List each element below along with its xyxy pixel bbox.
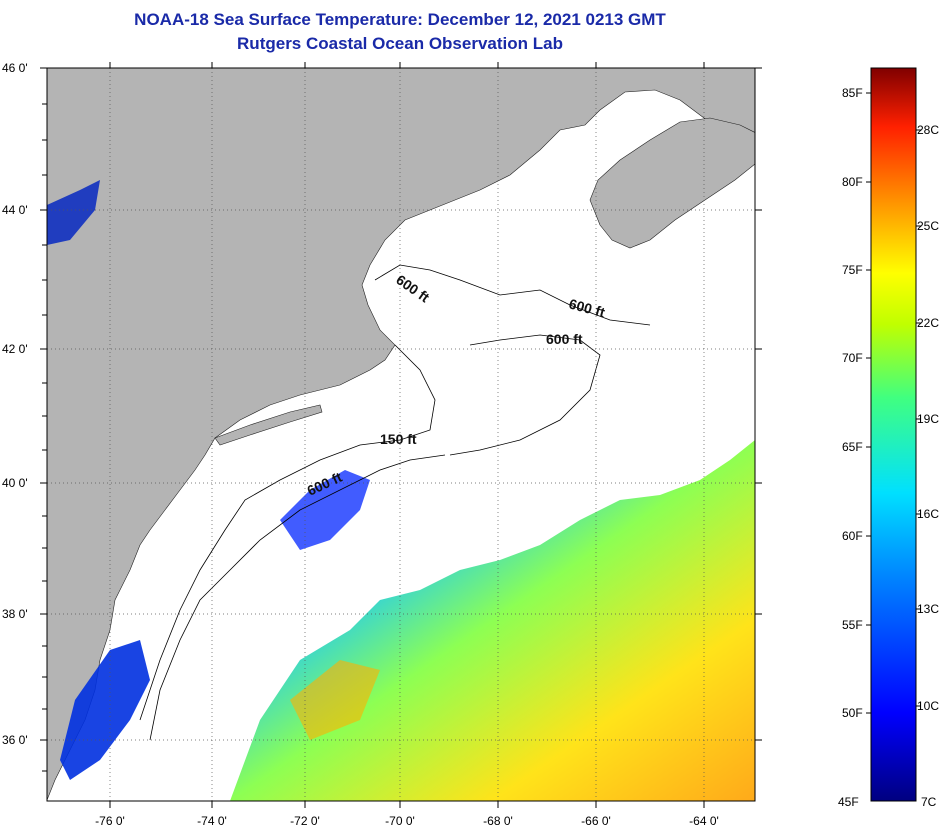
colorbar-label-13c: 13C [917, 602, 939, 616]
lon-tick-marks [109, 62, 705, 808]
colorbar-ticks [866, 92, 921, 714]
sst-data-patch-1 [280, 470, 370, 550]
colorbar-label-80f: 80F [842, 175, 863, 189]
colorbar-label-25c: 25C [917, 219, 939, 233]
lon-label-66: -66 0' [581, 814, 611, 828]
colorbar-label-75f: 75F [842, 263, 863, 277]
contour-label-600ft-3: 600 ft [546, 331, 583, 347]
colorbar-label-85f: 85F [842, 86, 863, 100]
sst-data-patch-2 [60, 640, 150, 780]
lat-label-36: 36 0' [2, 733, 28, 747]
lon-label-70: -70 0' [385, 814, 415, 828]
contour-600ft-georges [449, 334, 601, 456]
lon-label-64: -64 0' [689, 814, 719, 828]
colorbar-label-16c: 16C [917, 507, 939, 521]
lat-label-40: 40 0' [2, 476, 28, 490]
contour-label-150ft: 150 ft [380, 431, 417, 447]
colorbar [870, 67, 917, 802]
lon-label-68: -68 0' [483, 814, 513, 828]
lat-tick-marks [40, 67, 762, 772]
map-subtitle: Rutgers Coastal Ocean Observation Lab [237, 34, 563, 53]
lat-label-46: 46 0' [2, 61, 28, 75]
colorbar-label-45f: 45F [838, 795, 859, 809]
contour-150ft [139, 344, 436, 721]
contour-shelf-break [149, 454, 446, 741]
colorbar-label-22c: 22C [917, 316, 939, 330]
colorbar-label-60f: 60F [842, 529, 863, 543]
colorbar-label-65f: 65F [842, 440, 863, 454]
map-frame [46, 67, 756, 802]
contour-600ft-gulf-maine [374, 264, 651, 326]
lon-label-72: -72 0' [290, 814, 320, 828]
colorbar-label-28c: 28C [917, 123, 939, 137]
sst-data-patch-3 [47, 180, 100, 245]
lat-label-44: 44 0' [2, 203, 28, 217]
colorbar-label-50f: 50F [842, 706, 863, 720]
map-title: NOAA-18 Sea Surface Temperature: Decembe… [134, 10, 666, 29]
colorbar-label-10c: 10C [917, 699, 939, 713]
colorbar-label-19c: 19C [917, 412, 939, 426]
lat-label-38: 38 0' [2, 607, 28, 621]
colorbar-label-70f: 70F [842, 351, 863, 365]
land-north-america [47, 68, 755, 801]
lat-label-42: 42 0' [2, 342, 28, 356]
colorbar-label-55f: 55F [842, 618, 863, 632]
colorbar-label-7c: 7C [921, 795, 937, 809]
lon-label-76: -76 0' [95, 814, 125, 828]
sst-data-patch-4 [290, 660, 380, 740]
land-nova-scotia [589, 117, 755, 249]
lon-label-74: -74 0' [197, 814, 227, 828]
land-long-island [214, 404, 323, 446]
